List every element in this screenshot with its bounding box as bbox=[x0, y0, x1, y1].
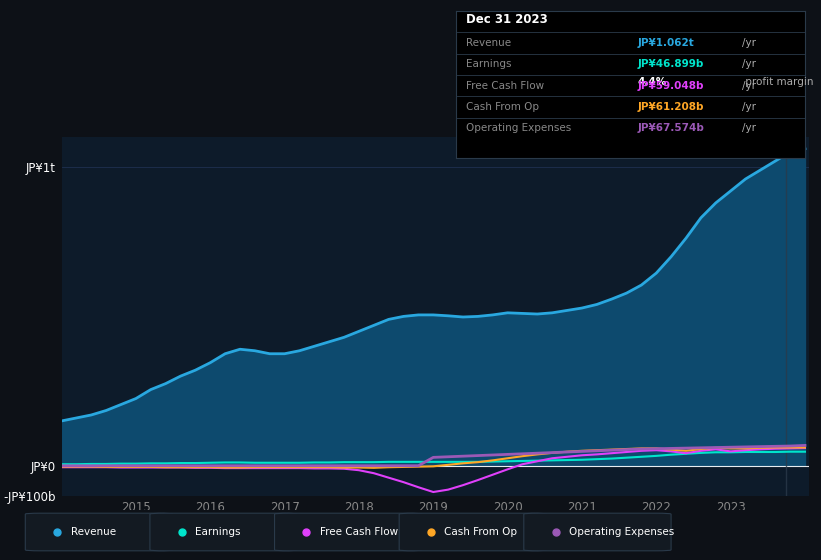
Text: JP¥59.048b: JP¥59.048b bbox=[637, 81, 704, 91]
Text: Revenue: Revenue bbox=[71, 527, 116, 537]
Text: Free Cash Flow: Free Cash Flow bbox=[320, 527, 398, 537]
Text: JP¥61.208b: JP¥61.208b bbox=[637, 102, 704, 112]
Text: 4.4%: 4.4% bbox=[637, 77, 667, 87]
Text: Cash From Op: Cash From Op bbox=[444, 527, 517, 537]
FancyBboxPatch shape bbox=[399, 513, 547, 551]
Text: /yr: /yr bbox=[742, 59, 756, 69]
Text: /yr: /yr bbox=[742, 123, 756, 133]
FancyBboxPatch shape bbox=[524, 513, 671, 551]
Text: Dec 31 2023: Dec 31 2023 bbox=[466, 13, 548, 26]
Text: Operating Expenses: Operating Expenses bbox=[569, 527, 674, 537]
Text: /yr: /yr bbox=[742, 39, 756, 49]
Text: Earnings: Earnings bbox=[466, 59, 511, 69]
Text: Earnings: Earnings bbox=[195, 527, 241, 537]
Text: JP¥46.899b: JP¥46.899b bbox=[637, 59, 704, 69]
Text: profit margin: profit margin bbox=[742, 77, 814, 87]
Text: Operating Expenses: Operating Expenses bbox=[466, 123, 571, 133]
Text: JP¥67.574b: JP¥67.574b bbox=[637, 123, 704, 133]
Text: Revenue: Revenue bbox=[466, 39, 511, 49]
FancyBboxPatch shape bbox=[150, 513, 297, 551]
Text: Free Cash Flow: Free Cash Flow bbox=[466, 81, 544, 91]
Text: Cash From Op: Cash From Op bbox=[466, 102, 539, 112]
Text: /yr: /yr bbox=[742, 102, 756, 112]
Text: /yr: /yr bbox=[742, 81, 756, 91]
Text: JP¥1.062t: JP¥1.062t bbox=[637, 39, 694, 49]
FancyBboxPatch shape bbox=[274, 513, 422, 551]
FancyBboxPatch shape bbox=[25, 513, 172, 551]
